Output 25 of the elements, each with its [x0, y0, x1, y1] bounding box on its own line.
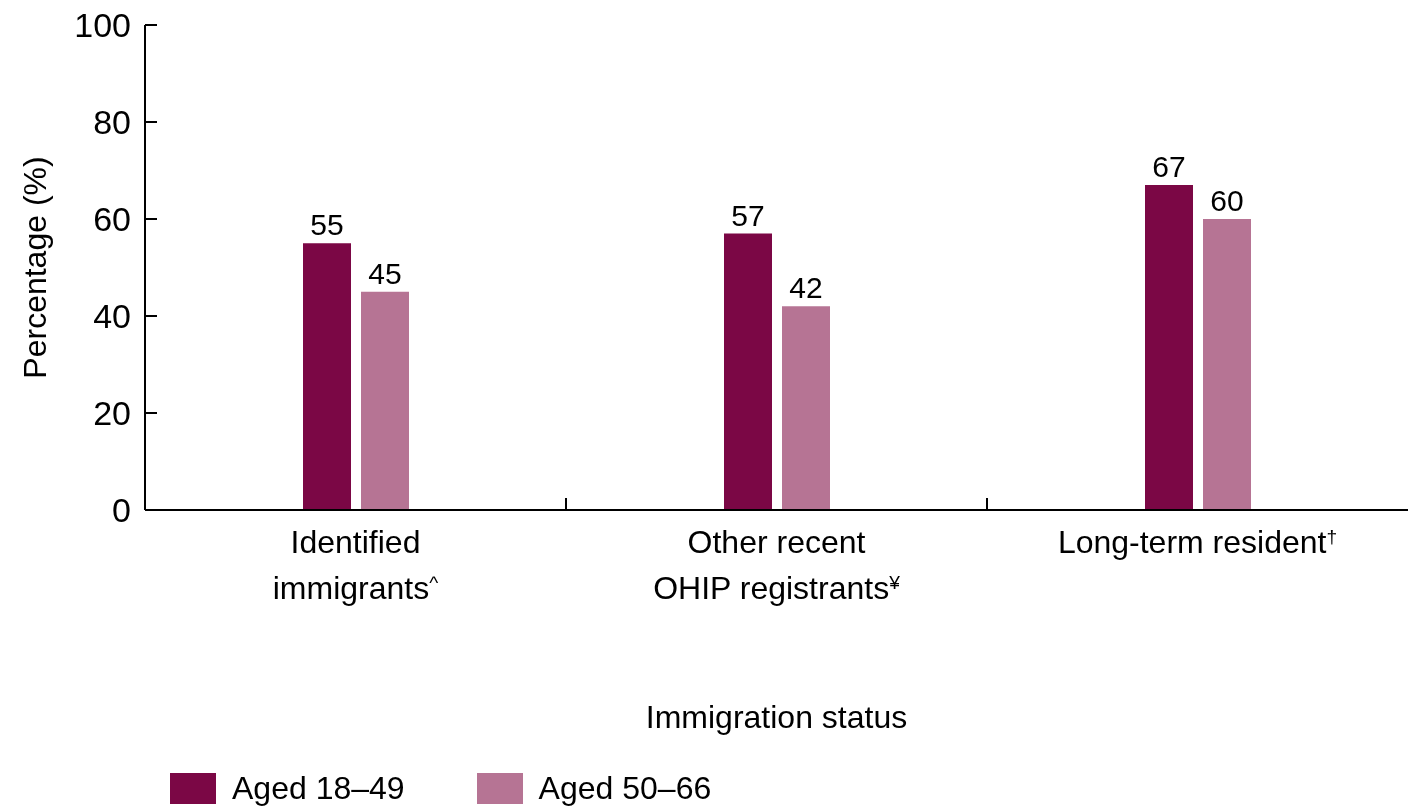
- legend-label: Aged 50–66: [538, 769, 712, 807]
- y-tick-label: 60: [93, 200, 131, 238]
- y-tick-label: 20: [93, 394, 131, 432]
- bar: [361, 291, 409, 510]
- y-tick-label: 100: [74, 6, 131, 44]
- x-tick-label: Other recent OHIP registrants$^{¥}$: [653, 524, 901, 606]
- bar: [1145, 185, 1193, 510]
- x-tick-label: Long-term resident$^{†}$: [1057, 524, 1338, 560]
- y-axis-title: Percentage (%): [17, 156, 53, 379]
- y-tick-label: 80: [93, 103, 131, 141]
- data-label: 67: [1152, 150, 1186, 184]
- y-tick-label: 40: [93, 297, 131, 335]
- y-tick-label: 0: [112, 491, 131, 529]
- x-tick-label: Identified immigrants$^{^}$: [272, 524, 439, 606]
- data-label: 42: [789, 271, 823, 305]
- data-label: 57: [731, 198, 765, 232]
- bar: [782, 306, 830, 510]
- bar: [303, 243, 351, 510]
- data-label: 60: [1210, 184, 1244, 217]
- data-label: 45: [368, 256, 402, 290]
- legend-label: Aged 18–49: [232, 769, 405, 807]
- bar: [724, 233, 772, 510]
- data-label: 55: [310, 208, 344, 242]
- x-axis-title: Immigration status: [645, 699, 908, 735]
- bar: [1203, 219, 1251, 510]
